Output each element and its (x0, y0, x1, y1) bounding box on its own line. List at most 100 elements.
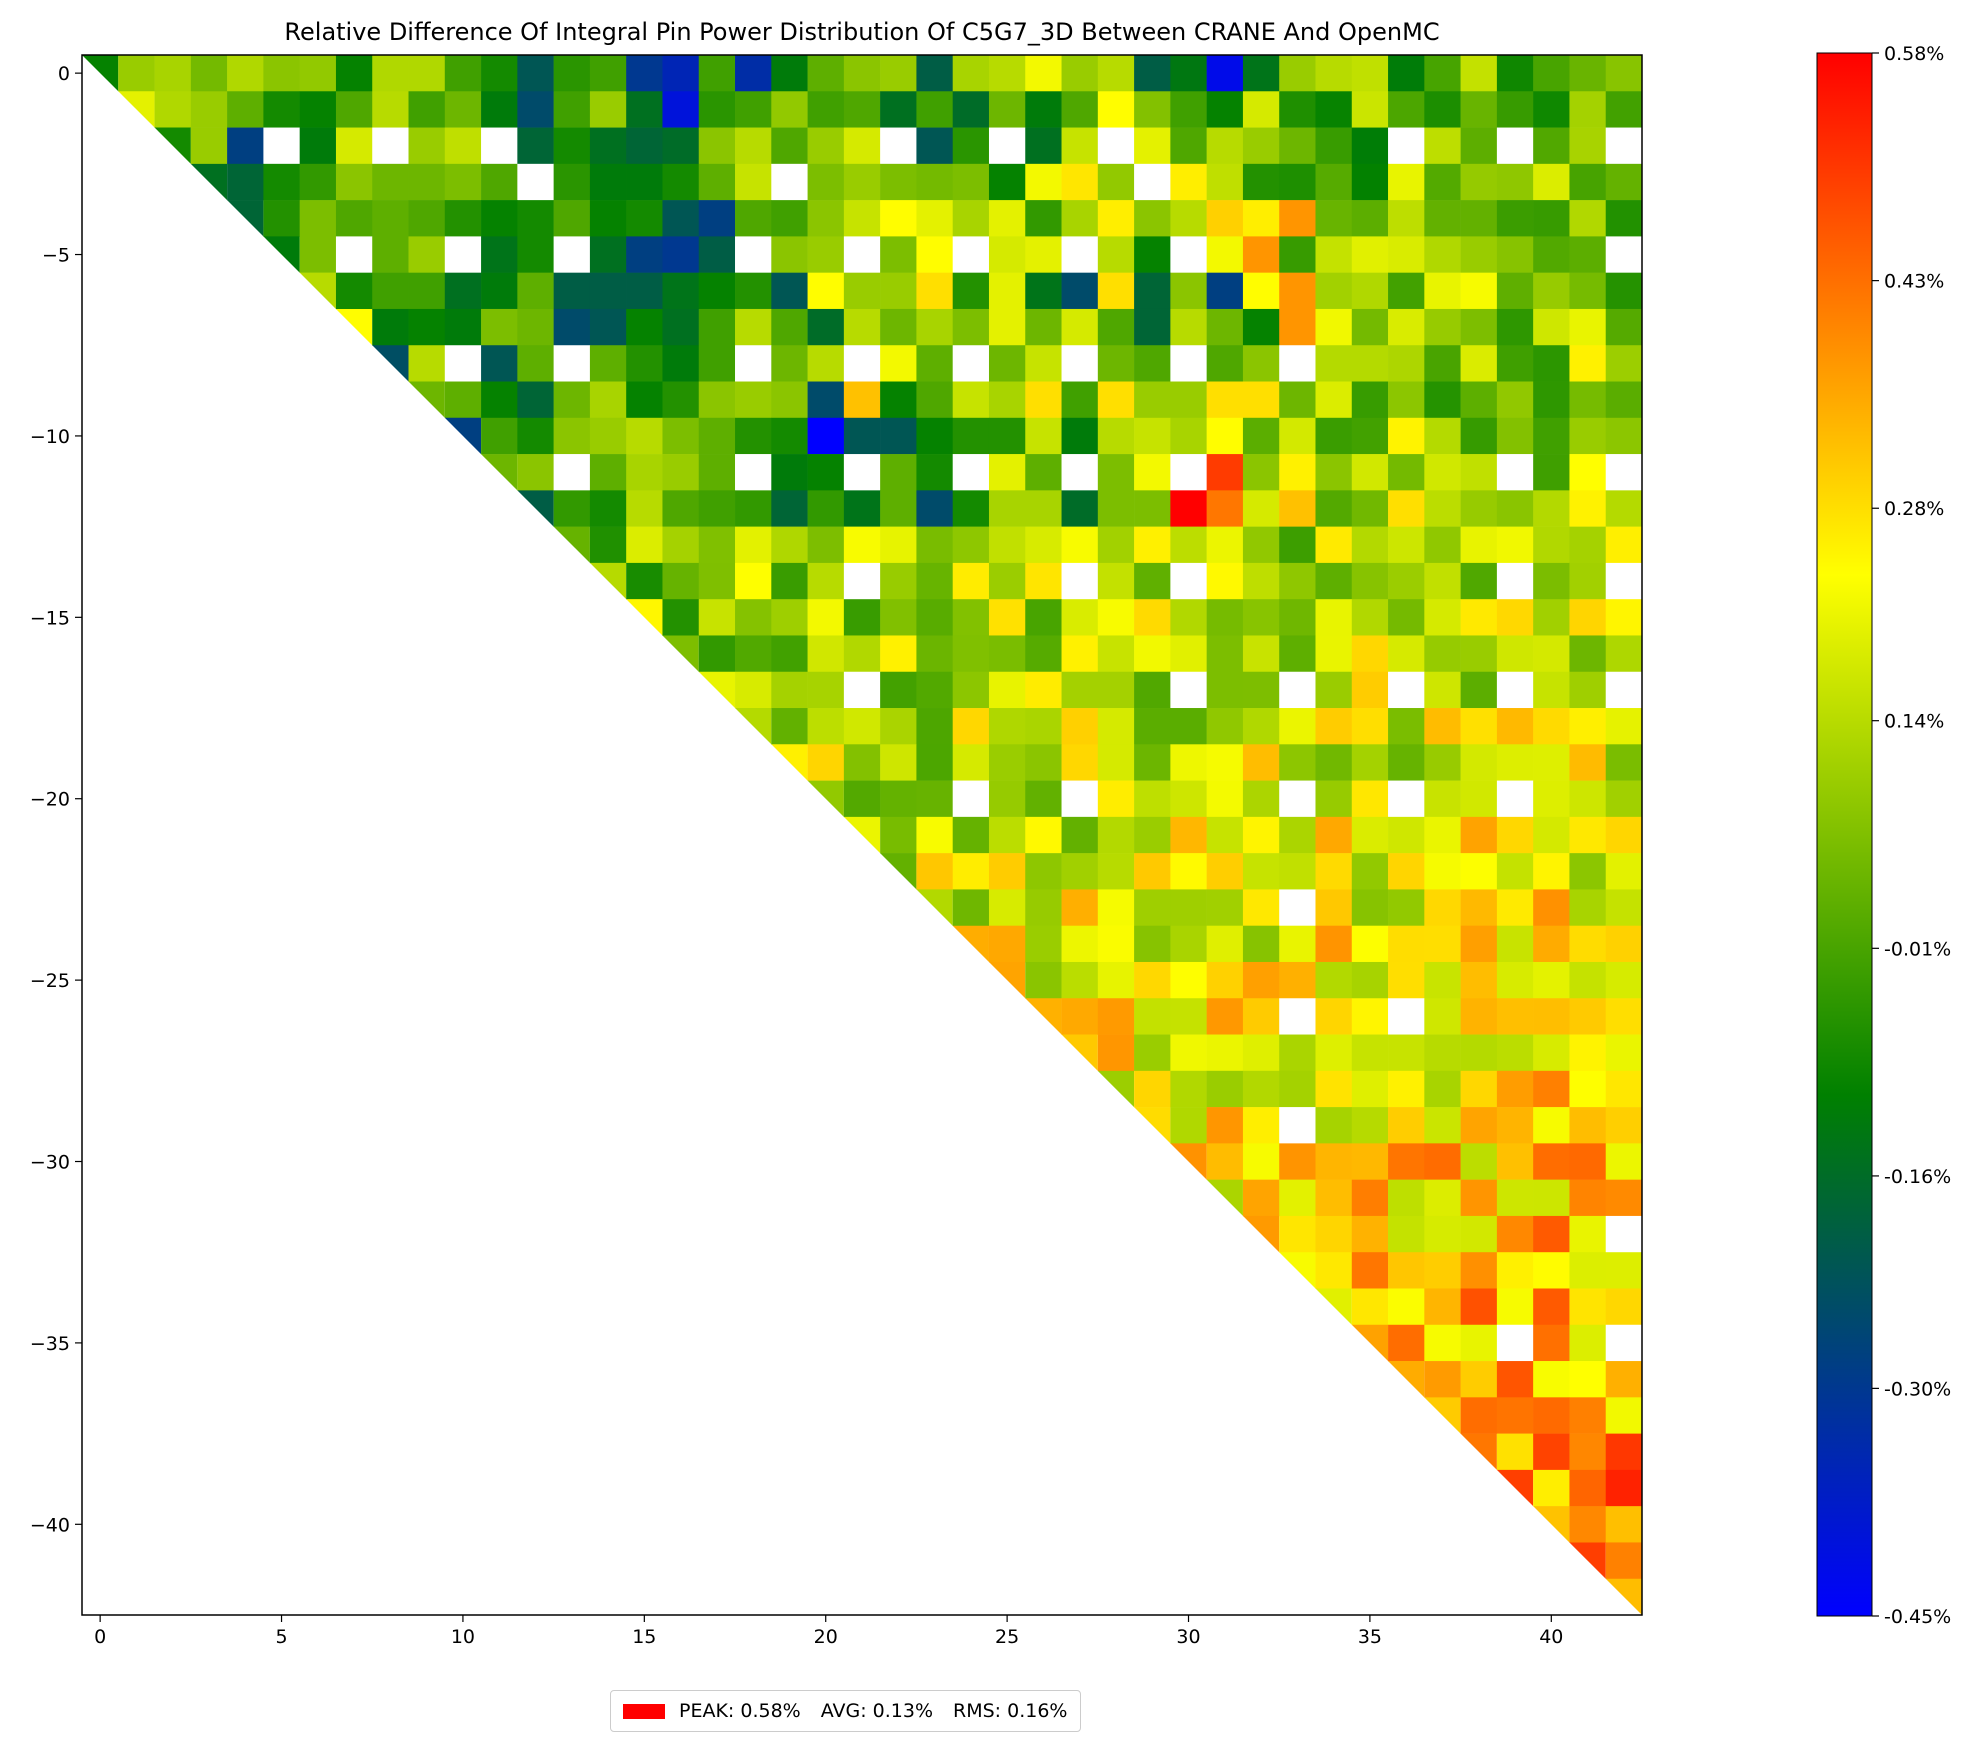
heatmap-cell (589, 526, 627, 564)
heatmap-cell (1460, 526, 1498, 564)
heatmap-cell (1242, 708, 1280, 745)
heatmap-cell (698, 599, 736, 636)
heatmap-cell (735, 127, 772, 165)
heatmap-cell (1388, 200, 1425, 237)
heatmap-cell (481, 417, 518, 455)
heatmap-cell (227, 55, 264, 92)
heatmap-cell (1388, 1252, 1425, 1289)
heatmap-cell (1569, 1107, 1607, 1144)
heatmap-cell (1351, 490, 1389, 527)
heatmap-cell (1351, 1324, 1389, 1362)
heatmap-cell (1605, 417, 1643, 455)
heatmap-cell (1569, 1361, 1607, 1398)
heatmap-cell (589, 127, 627, 165)
heatmap-cell (1097, 91, 1135, 128)
heatmap-cell (1605, 780, 1643, 818)
heatmap-cell (1533, 889, 1570, 926)
heatmap-cell (1605, 1361, 1643, 1398)
heatmap-cell (589, 236, 627, 273)
heatmap-cell (771, 671, 808, 709)
heatmap-cell (916, 490, 953, 527)
heatmap-cell (662, 236, 700, 273)
heatmap-cell (553, 127, 591, 165)
heatmap-cell (735, 599, 772, 636)
heatmap-cell (843, 308, 881, 346)
heatmap-cell (1134, 708, 1171, 745)
heatmap-cell (1170, 526, 1207, 564)
heatmap-cell (1025, 562, 1062, 600)
heatmap-cell (662, 345, 700, 382)
heatmap-cell (1134, 1070, 1171, 1108)
y-tick-label: −20 (30, 789, 70, 811)
heatmap-cell (1170, 490, 1207, 527)
heatmap-cell (880, 308, 917, 346)
heatmap-cell (1388, 345, 1425, 382)
heatmap-cell (735, 708, 772, 745)
heatmap-cell (916, 562, 953, 600)
heatmap-cell (1460, 853, 1498, 890)
heatmap-cell (843, 381, 881, 419)
heatmap-cell (1388, 961, 1425, 999)
heatmap-cell (988, 454, 1026, 491)
heatmap-cell (1460, 381, 1498, 419)
heatmap-cell (1388, 454, 1425, 491)
heatmap-cell (1242, 635, 1280, 673)
heatmap-cell (444, 345, 482, 382)
heatmap-cell (1279, 1179, 1316, 1217)
heatmap-cell (1279, 417, 1316, 455)
heatmap-cell (843, 526, 881, 564)
heatmap-cell (1424, 780, 1461, 818)
heatmap-cell (444, 308, 482, 346)
heatmap-cell (1460, 961, 1498, 999)
heatmap-cell (1533, 1433, 1570, 1471)
heatmap-cell (626, 272, 663, 310)
heatmap-cell (335, 55, 373, 92)
heatmap-cell (517, 163, 554, 201)
heatmap-cell (1025, 381, 1062, 419)
heatmap-cell (1134, 345, 1171, 382)
heatmap-cell (1605, 1215, 1643, 1253)
heatmap-cell (735, 345, 772, 382)
heatmap-cell (553, 417, 591, 455)
heatmap-cell (1388, 1034, 1425, 1072)
heatmap-cell (1025, 780, 1062, 818)
heatmap-cell (1351, 163, 1389, 201)
heatmap-cell (1279, 780, 1316, 818)
heatmap-cell (880, 236, 917, 273)
heatmap-cell (1351, 1179, 1389, 1217)
heatmap-cell (988, 708, 1026, 745)
heatmap-cell (1315, 272, 1353, 310)
heatmap-cell (662, 200, 700, 237)
heatmap-cell (698, 91, 736, 128)
heatmap-cell (1206, 744, 1244, 781)
heatmap-cell (1605, 1107, 1643, 1144)
heatmap-cell (1424, 55, 1461, 92)
heatmap-cell (698, 345, 736, 382)
heatmap-cell (843, 55, 881, 92)
heatmap-cell (227, 200, 264, 237)
heatmap-cell (1460, 454, 1498, 491)
heatmap-cell (1170, 961, 1207, 999)
heatmap-cell (807, 308, 845, 346)
heatmap-cell (1242, 454, 1280, 491)
heatmap-cell (372, 200, 409, 237)
heatmap-cell (1460, 1361, 1498, 1398)
heatmap-cell (771, 454, 808, 491)
heatmap-cell (1388, 308, 1425, 346)
heatmap-cell (444, 55, 482, 92)
heatmap-cell (1279, 526, 1316, 564)
x-tick-label: 5 (275, 1626, 287, 1648)
heatmap-cell (1605, 1070, 1643, 1108)
heatmap-cell (1569, 853, 1607, 890)
heatmap-cell (1460, 671, 1498, 709)
heatmap-cell (1424, 417, 1461, 455)
heatmap-cell (227, 91, 264, 128)
heatmap-cell (807, 744, 845, 781)
heatmap-cell (916, 272, 953, 310)
heatmap-cell (1097, 55, 1135, 92)
heatmap-cell (952, 236, 990, 273)
heatmap-cell (1569, 1542, 1606, 1579)
heatmap-cell (1351, 1252, 1389, 1289)
heatmap-cell (1315, 55, 1353, 92)
heatmap-cell (1351, 91, 1389, 128)
